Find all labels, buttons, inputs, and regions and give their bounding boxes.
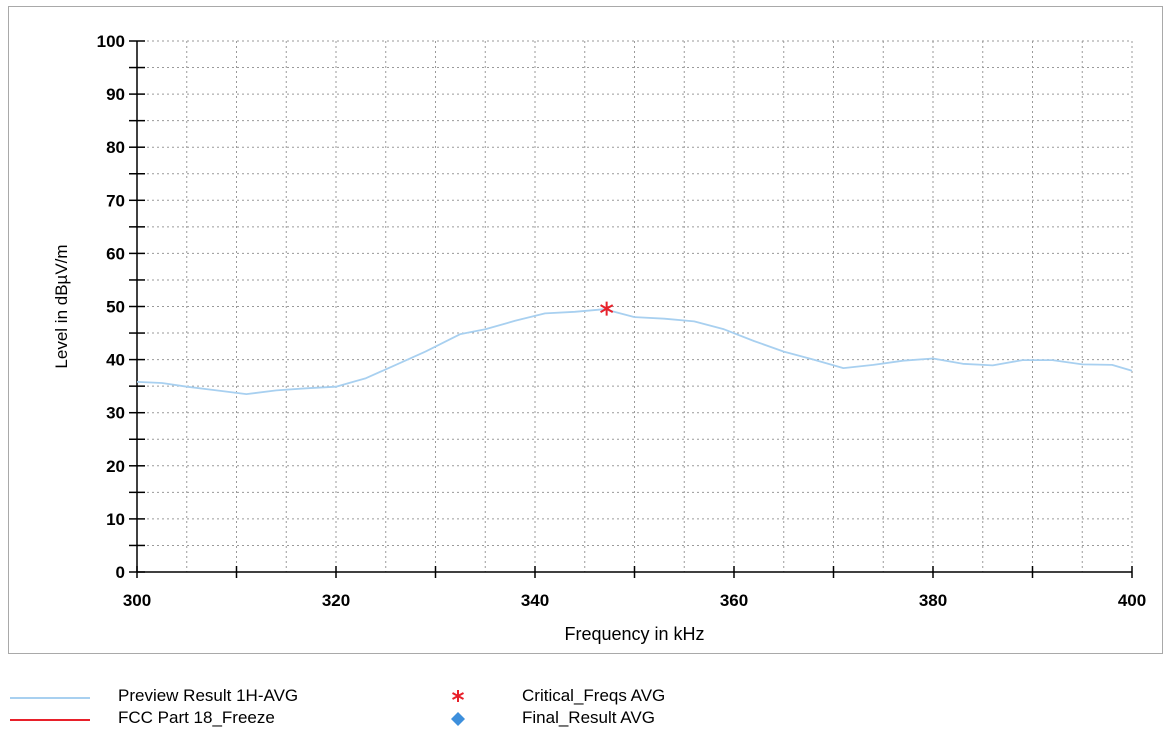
y-tick-label: 80 bbox=[106, 138, 125, 157]
critical-freq-marker bbox=[600, 301, 614, 316]
legend-swatch-preview-result bbox=[10, 697, 90, 699]
chart-plot: 0 10 20 30 40 50 60 70 80 90 100 300 320 340 360 380 400… bbox=[52, 32, 1146, 644]
x-tick-label: 300 bbox=[123, 591, 151, 610]
y-axis-label: Level in dBµV/m bbox=[52, 244, 71, 368]
chart-frame: 0 10 20 30 40 50 60 70 80 90 100 300 320 340 360 380 400… bbox=[8, 6, 1163, 654]
y-tick-label: 10 bbox=[106, 510, 125, 529]
legend-swatch-critical-freqs-icon bbox=[452, 690, 464, 702]
legend-label-final-result: Final_Result AVG bbox=[522, 708, 655, 727]
y-tick-label: 100 bbox=[97, 32, 125, 51]
legend-label-critical-freqs: Critical_Freqs AVG bbox=[522, 686, 666, 705]
x-tick-label: 340 bbox=[521, 591, 549, 610]
x-tick-label: 400 bbox=[1118, 591, 1146, 610]
x-tick-label: 360 bbox=[720, 591, 748, 610]
x-tick-label: 380 bbox=[919, 591, 947, 610]
y-tick-label: 20 bbox=[106, 457, 125, 476]
series-line-preview-result bbox=[136, 308, 1133, 396]
y-tick-label: 60 bbox=[106, 244, 125, 263]
legend-label-fcc-limit: FCC Part 18_Freeze bbox=[118, 708, 275, 727]
legend-label-preview-result: Preview Result 1H-AVG bbox=[118, 686, 299, 705]
y-tick-label: 30 bbox=[106, 404, 125, 423]
y-tick-label: 70 bbox=[106, 191, 125, 210]
y-tick-label: 90 bbox=[106, 85, 125, 104]
y-tick-label: 40 bbox=[106, 351, 125, 370]
y-tick-label: 50 bbox=[106, 298, 125, 317]
legend-swatch-fcc-limit bbox=[10, 719, 90, 721]
x-tick-label: 320 bbox=[322, 591, 350, 610]
x-axis-label: Frequency in kHz bbox=[564, 624, 704, 644]
y-tick-label: 0 bbox=[116, 563, 125, 582]
legend-swatch-final-result-diamond-icon bbox=[451, 712, 465, 726]
